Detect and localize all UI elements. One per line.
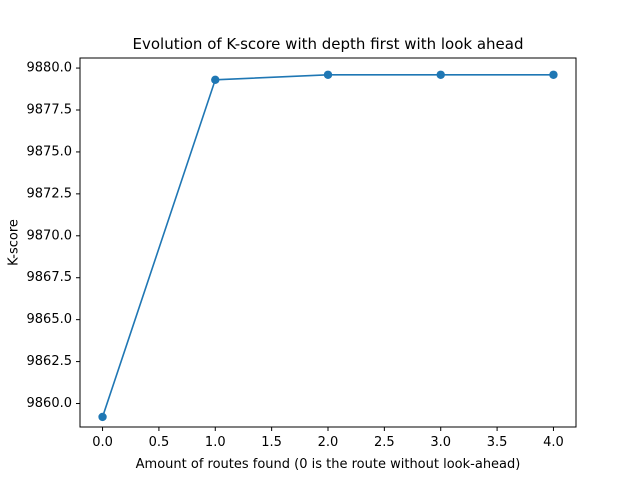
data-point — [436, 70, 445, 79]
plot-frame — [79, 57, 577, 428]
y-tick-label: 9880.0 — [27, 61, 73, 76]
series-layer — [98, 70, 558, 422]
y-tick-label: 9872.5 — [27, 186, 73, 201]
x-axis-label: Amount of routes found (0 is the route w… — [136, 457, 521, 472]
chart-title: Evolution of K-score with depth first wi… — [133, 35, 524, 53]
ticks-layer: 0.0 0.5 1.0 1.5 2.0 2.5 3.0 3.5 4.0 9860.0 9862.5 9… — [27, 61, 564, 450]
x-tick-label: 3.0 — [430, 435, 451, 450]
x-tick-label: 2.5 — [374, 435, 395, 450]
y-tick-label: 9867.5 — [27, 270, 73, 285]
y-tick-label: 9860.0 — [27, 396, 73, 411]
data-point — [211, 75, 220, 85]
x-tick-label: 4.0 — [543, 435, 564, 450]
x-tick-label: 1.5 — [261, 435, 282, 450]
x-tick-label: 0.5 — [149, 435, 170, 450]
data-point — [98, 412, 107, 422]
y-tick-label: 9870.0 — [27, 228, 73, 243]
y-tick-label: 9877.5 — [27, 102, 73, 117]
y-tick-label: 9865.0 — [27, 312, 73, 327]
series-line — [101, 73, 554, 418]
y-axis-label: K-score — [7, 219, 22, 266]
data-point — [323, 70, 333, 79]
x-tick-label: 1.0 — [205, 435, 226, 450]
x-tick-label: 2.0 — [318, 435, 339, 450]
x-tick-label: 3.5 — [487, 435, 508, 450]
x-tick-label: 0.0 — [92, 435, 113, 450]
y-tick-label: 9862.5 — [27, 354, 73, 369]
y-tick-label: 9875.0 — [27, 144, 73, 159]
data-point — [549, 70, 558, 79]
